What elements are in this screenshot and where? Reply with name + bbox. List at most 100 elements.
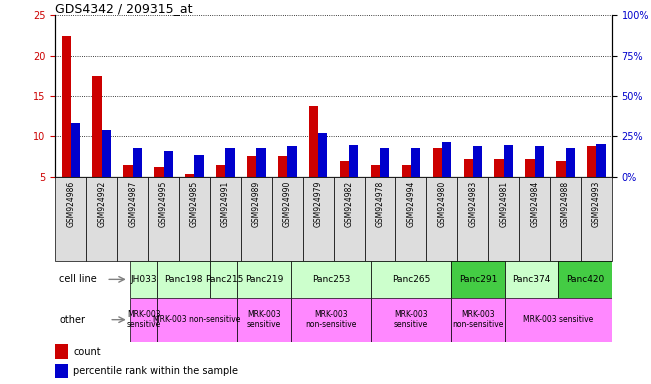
- Bar: [451, 298, 505, 342]
- Bar: [225, 149, 234, 177]
- Bar: [133, 147, 142, 177]
- Bar: [61, 35, 71, 217]
- Bar: [318, 133, 327, 177]
- Bar: [247, 157, 256, 217]
- Text: GSM924978: GSM924978: [376, 181, 385, 227]
- Bar: [124, 164, 133, 217]
- Text: GSM924984: GSM924984: [530, 181, 539, 227]
- Text: MRK-003 non-sensitive: MRK-003 non-sensitive: [154, 315, 241, 324]
- Text: JH033: JH033: [130, 275, 157, 284]
- Bar: [278, 157, 287, 217]
- Bar: [117, 177, 148, 261]
- Text: cell line: cell line: [59, 274, 97, 285]
- Bar: [157, 298, 237, 342]
- Text: GSM924986: GSM924986: [66, 181, 76, 227]
- Text: Panc291: Panc291: [459, 275, 497, 284]
- Bar: [596, 144, 605, 177]
- Bar: [102, 130, 111, 177]
- Text: MRK-003
sensitive: MRK-003 sensitive: [394, 310, 428, 329]
- Bar: [371, 298, 451, 342]
- Text: GSM924981: GSM924981: [499, 181, 508, 227]
- Bar: [195, 155, 204, 177]
- Bar: [525, 159, 534, 217]
- Text: Panc420: Panc420: [566, 275, 604, 284]
- Bar: [340, 161, 349, 217]
- Bar: [488, 177, 519, 261]
- Text: count: count: [73, 347, 101, 357]
- Text: Panc374: Panc374: [512, 275, 551, 284]
- Text: GSM924992: GSM924992: [97, 181, 106, 227]
- Text: other: other: [59, 314, 85, 325]
- Text: GDS4342 / 209315_at: GDS4342 / 209315_at: [55, 2, 193, 15]
- Text: GSM924990: GSM924990: [283, 181, 292, 227]
- Bar: [237, 261, 291, 298]
- Bar: [241, 177, 271, 261]
- Bar: [534, 146, 544, 177]
- Text: Panc219: Panc219: [245, 275, 283, 284]
- Bar: [157, 261, 210, 298]
- Text: GSM924985: GSM924985: [190, 181, 199, 227]
- Bar: [291, 261, 371, 298]
- Text: GSM924982: GSM924982: [344, 181, 353, 227]
- Text: GSM924987: GSM924987: [128, 181, 137, 227]
- Text: GSM924995: GSM924995: [159, 181, 168, 227]
- Bar: [581, 177, 612, 261]
- Bar: [130, 261, 157, 298]
- Bar: [464, 159, 473, 217]
- Bar: [370, 164, 380, 217]
- Bar: [71, 123, 80, 177]
- Bar: [287, 146, 296, 177]
- Bar: [432, 148, 442, 217]
- Bar: [271, 177, 303, 261]
- Bar: [559, 261, 612, 298]
- Bar: [210, 261, 237, 298]
- Bar: [566, 147, 575, 177]
- Bar: [371, 261, 451, 298]
- Bar: [163, 151, 173, 177]
- Bar: [291, 298, 371, 342]
- Bar: [451, 261, 505, 298]
- Bar: [309, 106, 318, 217]
- Text: Panc198: Panc198: [165, 275, 203, 284]
- Text: GSM924991: GSM924991: [221, 181, 230, 227]
- Text: Panc265: Panc265: [392, 275, 430, 284]
- Text: GSM924979: GSM924979: [314, 181, 323, 227]
- Bar: [556, 161, 566, 217]
- Bar: [256, 147, 266, 177]
- Bar: [519, 177, 550, 261]
- Bar: [86, 177, 117, 261]
- Bar: [237, 298, 291, 342]
- Bar: [505, 261, 559, 298]
- Text: percentile rank within the sample: percentile rank within the sample: [73, 366, 238, 376]
- Bar: [473, 146, 482, 177]
- Bar: [505, 298, 612, 342]
- Text: Panc253: Panc253: [312, 275, 350, 284]
- Bar: [55, 344, 68, 359]
- Bar: [457, 177, 488, 261]
- Text: GSM924994: GSM924994: [406, 181, 415, 227]
- Text: GSM924983: GSM924983: [468, 181, 477, 227]
- Text: MRK-003 sensitive: MRK-003 sensitive: [523, 315, 594, 324]
- Bar: [402, 164, 411, 217]
- Text: GSM924989: GSM924989: [252, 181, 261, 227]
- Bar: [411, 149, 420, 177]
- Bar: [349, 145, 358, 177]
- Bar: [333, 177, 365, 261]
- Bar: [92, 76, 102, 217]
- Bar: [365, 177, 395, 261]
- Bar: [380, 149, 389, 177]
- Bar: [587, 146, 596, 217]
- Text: MRK-003
non-sensitive: MRK-003 non-sensitive: [452, 310, 504, 329]
- Text: MRK-003
sensitive: MRK-003 sensitive: [126, 310, 161, 329]
- Text: GSM924988: GSM924988: [561, 181, 570, 227]
- Bar: [426, 177, 457, 261]
- Bar: [179, 177, 210, 261]
- Bar: [210, 177, 241, 261]
- Bar: [442, 142, 451, 177]
- Text: GSM924980: GSM924980: [437, 181, 447, 227]
- Bar: [395, 177, 426, 261]
- Bar: [154, 167, 163, 217]
- Bar: [303, 177, 333, 261]
- Bar: [550, 177, 581, 261]
- Bar: [494, 159, 504, 217]
